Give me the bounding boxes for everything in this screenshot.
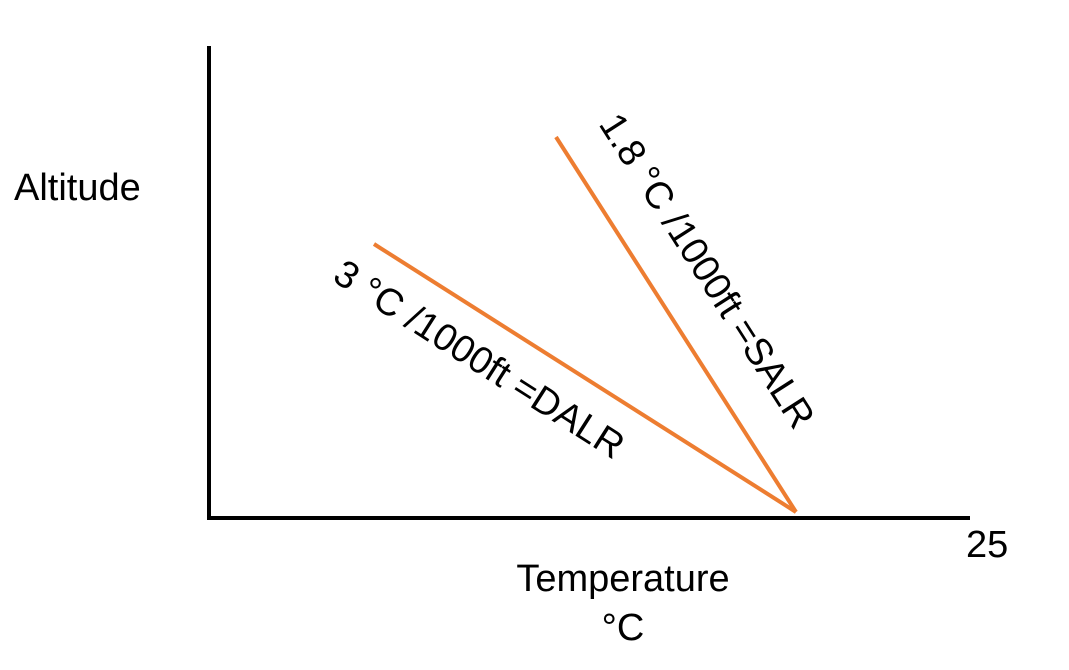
dalr-line (372, 242, 798, 514)
y-axis-label: Altitude (14, 167, 141, 209)
x-axis-label: Temperature (516, 558, 729, 600)
salr-label: 1.8 °C /1000ft =SALR (590, 106, 822, 436)
dalr-label: 3 °C /1000ft =DALR (326, 252, 631, 468)
salr-line (554, 135, 798, 514)
x-axis-unit: °C (602, 607, 645, 649)
x-tick-label: 25 (966, 524, 1008, 566)
